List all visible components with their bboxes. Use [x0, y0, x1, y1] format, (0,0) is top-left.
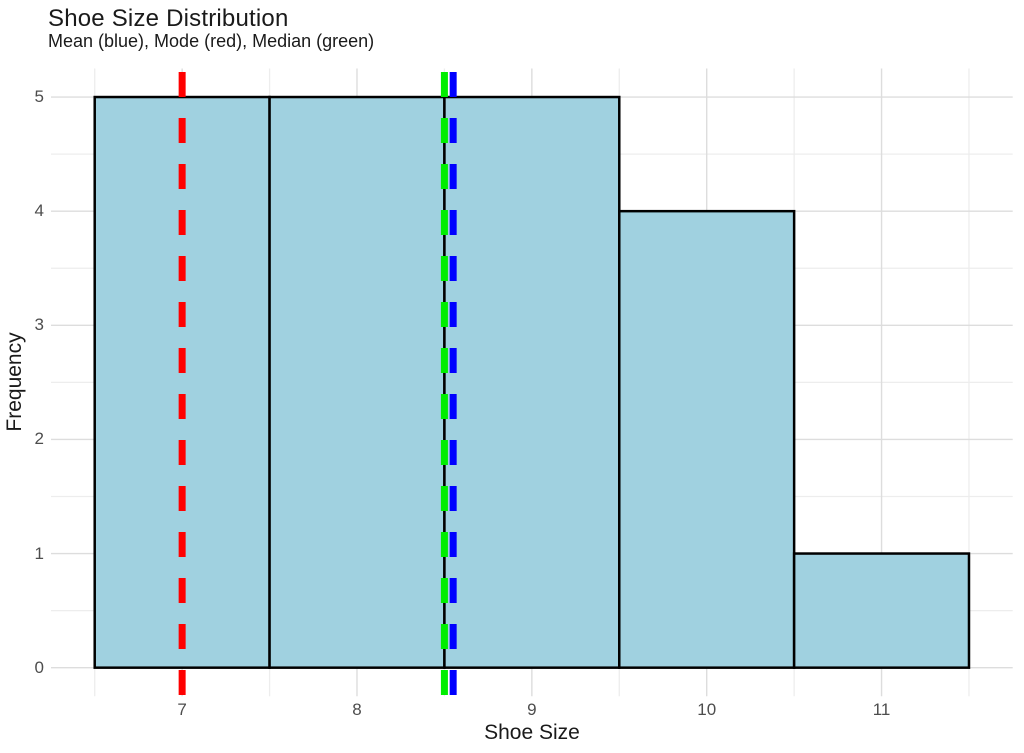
- x-tick-label: 10: [697, 700, 717, 719]
- x-tick-label: 8: [352, 700, 362, 719]
- y-tick-label: 4: [34, 201, 44, 221]
- x-tick-label: 11: [872, 700, 891, 719]
- x-tick-label: 7: [177, 700, 187, 719]
- histogram-bar: [268, 95, 446, 669]
- chart-title: Shoe Size Distribution: [48, 5, 289, 32]
- y-tick-label: 1: [34, 543, 44, 563]
- x-tick-label: 9: [527, 700, 537, 719]
- histogram-bar: [93, 95, 271, 669]
- x-axis-title: Shoe Size: [484, 721, 580, 744]
- histogram-bar: [618, 209, 796, 669]
- y-tick-label: 5: [34, 87, 44, 107]
- histogram-bar: [792, 552, 971, 669]
- y-tick-label: 3: [34, 315, 44, 335]
- y-tick-label: 2: [34, 429, 44, 449]
- y-tick-label: 0: [34, 657, 44, 677]
- chart-subtitle: Mean (blue), Mode (red), Median (green): [48, 31, 375, 51]
- histogram-bar: [443, 95, 621, 669]
